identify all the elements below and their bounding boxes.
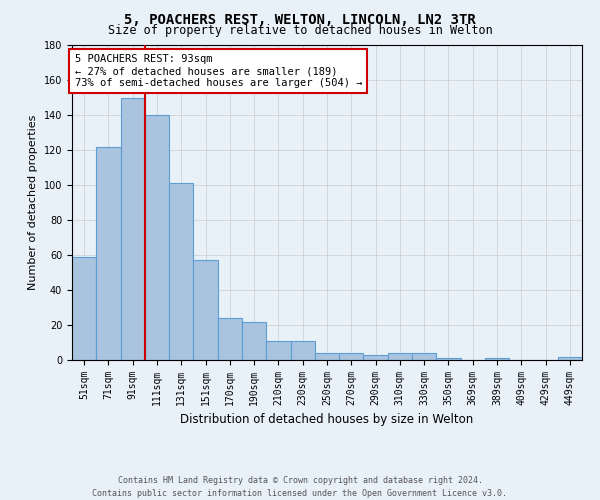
Bar (339, 353, 364, 360)
Text: Size of property relative to detached houses in Welton: Size of property relative to detached ho… (107, 24, 493, 37)
Bar (242, 322, 266, 360)
X-axis label: Distribution of detached houses by size in Welton: Distribution of detached houses by size … (181, 414, 473, 426)
Bar (364, 355, 388, 360)
Bar (558, 356, 582, 360)
Bar (436, 358, 461, 360)
Bar (96, 146, 121, 360)
Bar (388, 353, 412, 360)
Bar (266, 341, 290, 360)
Bar (485, 358, 509, 360)
Y-axis label: Number of detached properties: Number of detached properties (28, 115, 38, 290)
Bar (169, 183, 193, 360)
Text: 5, POACHERS REST, WELTON, LINCOLN, LN2 3TR: 5, POACHERS REST, WELTON, LINCOLN, LN2 3… (124, 12, 476, 26)
Bar (412, 353, 436, 360)
Bar (315, 353, 339, 360)
Bar (193, 260, 218, 360)
Bar (145, 115, 169, 360)
Text: Contains HM Land Registry data © Crown copyright and database right 2024.
Contai: Contains HM Land Registry data © Crown c… (92, 476, 508, 498)
Bar (218, 318, 242, 360)
Bar (290, 341, 315, 360)
Bar (72, 257, 96, 360)
Text: 5 POACHERS REST: 93sqm
← 27% of detached houses are smaller (189)
73% of semi-de: 5 POACHERS REST: 93sqm ← 27% of detached… (74, 54, 362, 88)
Bar (121, 98, 145, 360)
